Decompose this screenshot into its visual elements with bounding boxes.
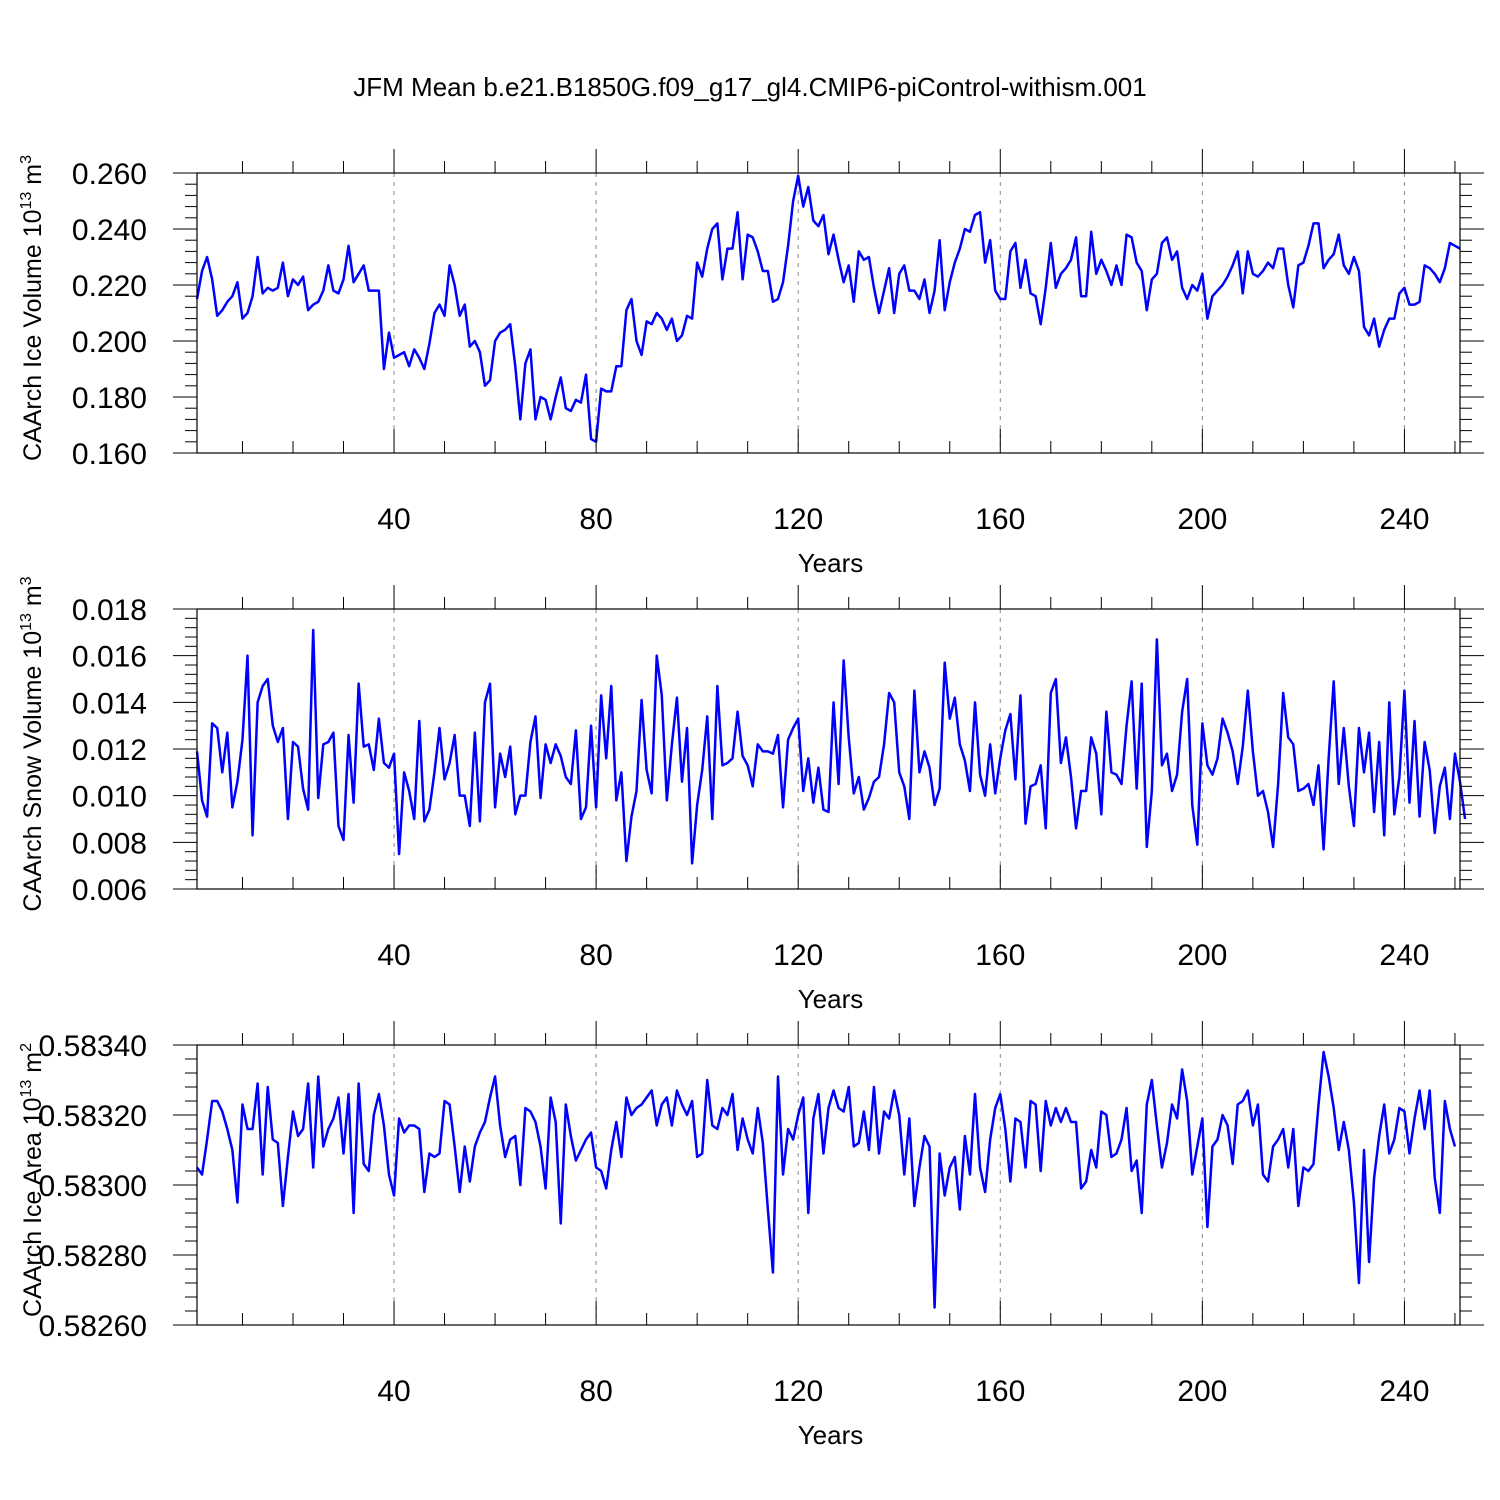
x-tick-label: 80 [579,1375,612,1408]
y-tick-label: 0.220 [72,270,147,303]
panel-1: 40 80 120 160 200 240 0.160 0.180 0.200 0.220 0.24… [18,149,1484,578]
y-tick-label: 0.58260 [39,1310,147,1343]
y-tick-label: 0.160 [72,438,147,471]
x-axis-title: Years [798,548,864,578]
x-tick-label: 160 [975,1375,1025,1408]
series-line [195,1050,1457,1309]
x-axis-title: Years [798,984,864,1014]
x-tick-label: 240 [1379,503,1429,536]
x-tick-label: 120 [773,939,823,972]
series-line [195,174,1461,444]
plot-frame [196,172,1461,454]
x-tick-label: 80 [579,939,612,972]
x-axis-title: Years [798,1420,864,1450]
x-tick-label: 160 [975,503,1025,536]
x-tick-label: 200 [1177,503,1227,536]
y-tick-label: 0.180 [72,382,147,415]
y-tick-label: 0.200 [72,326,147,359]
y-axis-title: CAArch Snow Volume 1013 m3 [18,576,47,911]
y-axis-title: CAArch Ice Area 1013 m2 [18,1043,47,1317]
plot-frame [196,608,1461,890]
y-tick-label: 0.240 [72,214,147,247]
y-tick-label: 0.012 [72,734,147,767]
y-tick-label: 0.58300 [39,1170,147,1203]
y-tick-label: 0.260 [72,158,147,191]
x-tick-label: 200 [1177,939,1227,972]
y-tick-label: 0.018 [72,594,147,627]
plot-frame [196,1044,1461,1326]
x-tick-label: 160 [975,939,1025,972]
y-tick-label: 0.58280 [39,1240,147,1273]
y-tick-label: 0.006 [72,874,147,907]
page-title: JFM Mean b.e21.B1850G.f09_g17_gl4.CMIP6-… [353,72,1147,102]
series-line [195,628,1467,865]
x-tick-label: 40 [377,939,410,972]
x-tick-label: 240 [1379,939,1429,972]
panel-2: 40 80 120 160 200 240 0.006 0.008 0.010 0.012 0.01… [18,576,1484,1014]
x-tick-label: 40 [377,503,410,536]
panel-3: 40 80 120 160 200 240 0.58260 0.58280 0.58300 0.5… [18,1021,1484,1450]
y-tick-label: 0.58320 [39,1100,147,1133]
x-tick-label: 120 [773,1375,823,1408]
x-tick-label: 40 [377,1375,410,1408]
y-tick-label: 0.014 [72,687,147,720]
y-tick-label: 0.010 [72,781,147,814]
x-tick-label: 120 [773,503,823,536]
x-tick-label: 80 [579,503,612,536]
y-tick-label: 0.58340 [39,1030,147,1063]
x-tick-label: 240 [1379,1375,1429,1408]
y-tick-label: 0.016 [72,641,147,674]
y-tick-label: 0.008 [72,827,147,860]
y-axis-title: CAArch Ice Volume 1013 m3 [18,155,47,461]
x-tick-label: 200 [1177,1375,1227,1408]
